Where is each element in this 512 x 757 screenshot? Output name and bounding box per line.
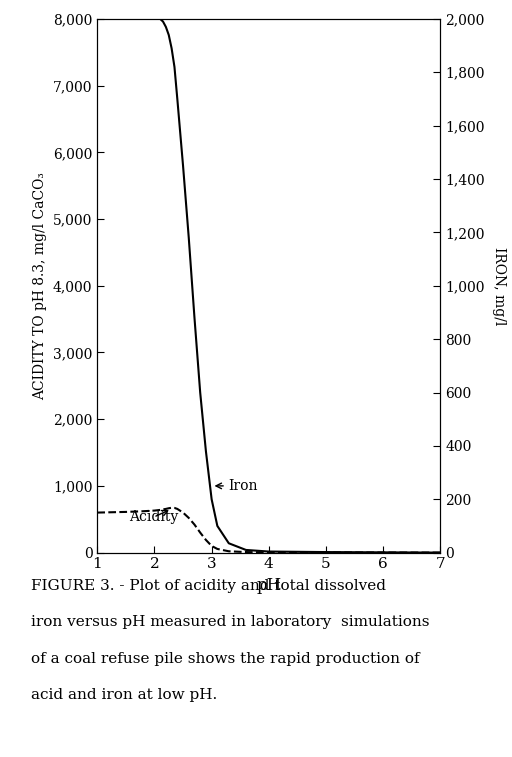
Text: acid and iron at low pH.: acid and iron at low pH. — [31, 688, 217, 702]
X-axis label: pH: pH — [256, 577, 282, 594]
Text: iron versus pH measured in laboratory  simulations: iron versus pH measured in laboratory si… — [31, 615, 429, 629]
Y-axis label: IRON, mg/l: IRON, mg/l — [492, 247, 506, 325]
Text: of a coal refuse pile shows the rapid production of: of a coal refuse pile shows the rapid pr… — [31, 652, 419, 665]
Text: FIGURE 3. - Plot of acidity and total dissolved: FIGURE 3. - Plot of acidity and total di… — [31, 579, 386, 593]
Text: Iron: Iron — [216, 479, 258, 493]
Text: Acidity: Acidity — [129, 510, 178, 525]
Y-axis label: ACIDITY TO pH 8.3, mg/l CaCO₃: ACIDITY TO pH 8.3, mg/l CaCO₃ — [33, 172, 48, 400]
